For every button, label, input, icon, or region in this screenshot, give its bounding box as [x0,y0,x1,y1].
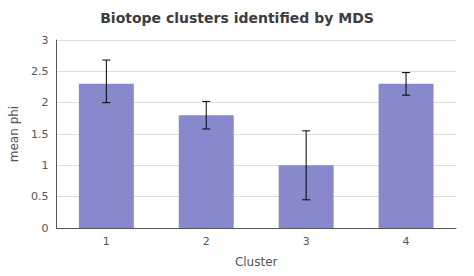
svg-text:mean phi: mean phi [7,106,21,162]
svg-text:2.5: 2.5 [31,65,49,78]
svg-text:Cluster: Cluster [235,255,278,269]
svg-text:1.5: 1.5 [31,128,49,141]
svg-text:0: 0 [41,222,48,235]
svg-text:1: 1 [41,159,48,172]
svg-text:4: 4 [403,235,410,248]
svg-text:3: 3 [303,235,310,248]
svg-text:0.5: 0.5 [31,190,49,203]
svg-text:2: 2 [41,96,48,109]
svg-text:3: 3 [41,34,48,47]
svg-text:2: 2 [203,235,210,248]
svg-text:Biotope clusters identified by: Biotope clusters identified by MDS [100,10,374,26]
svg-text:1: 1 [103,235,110,248]
